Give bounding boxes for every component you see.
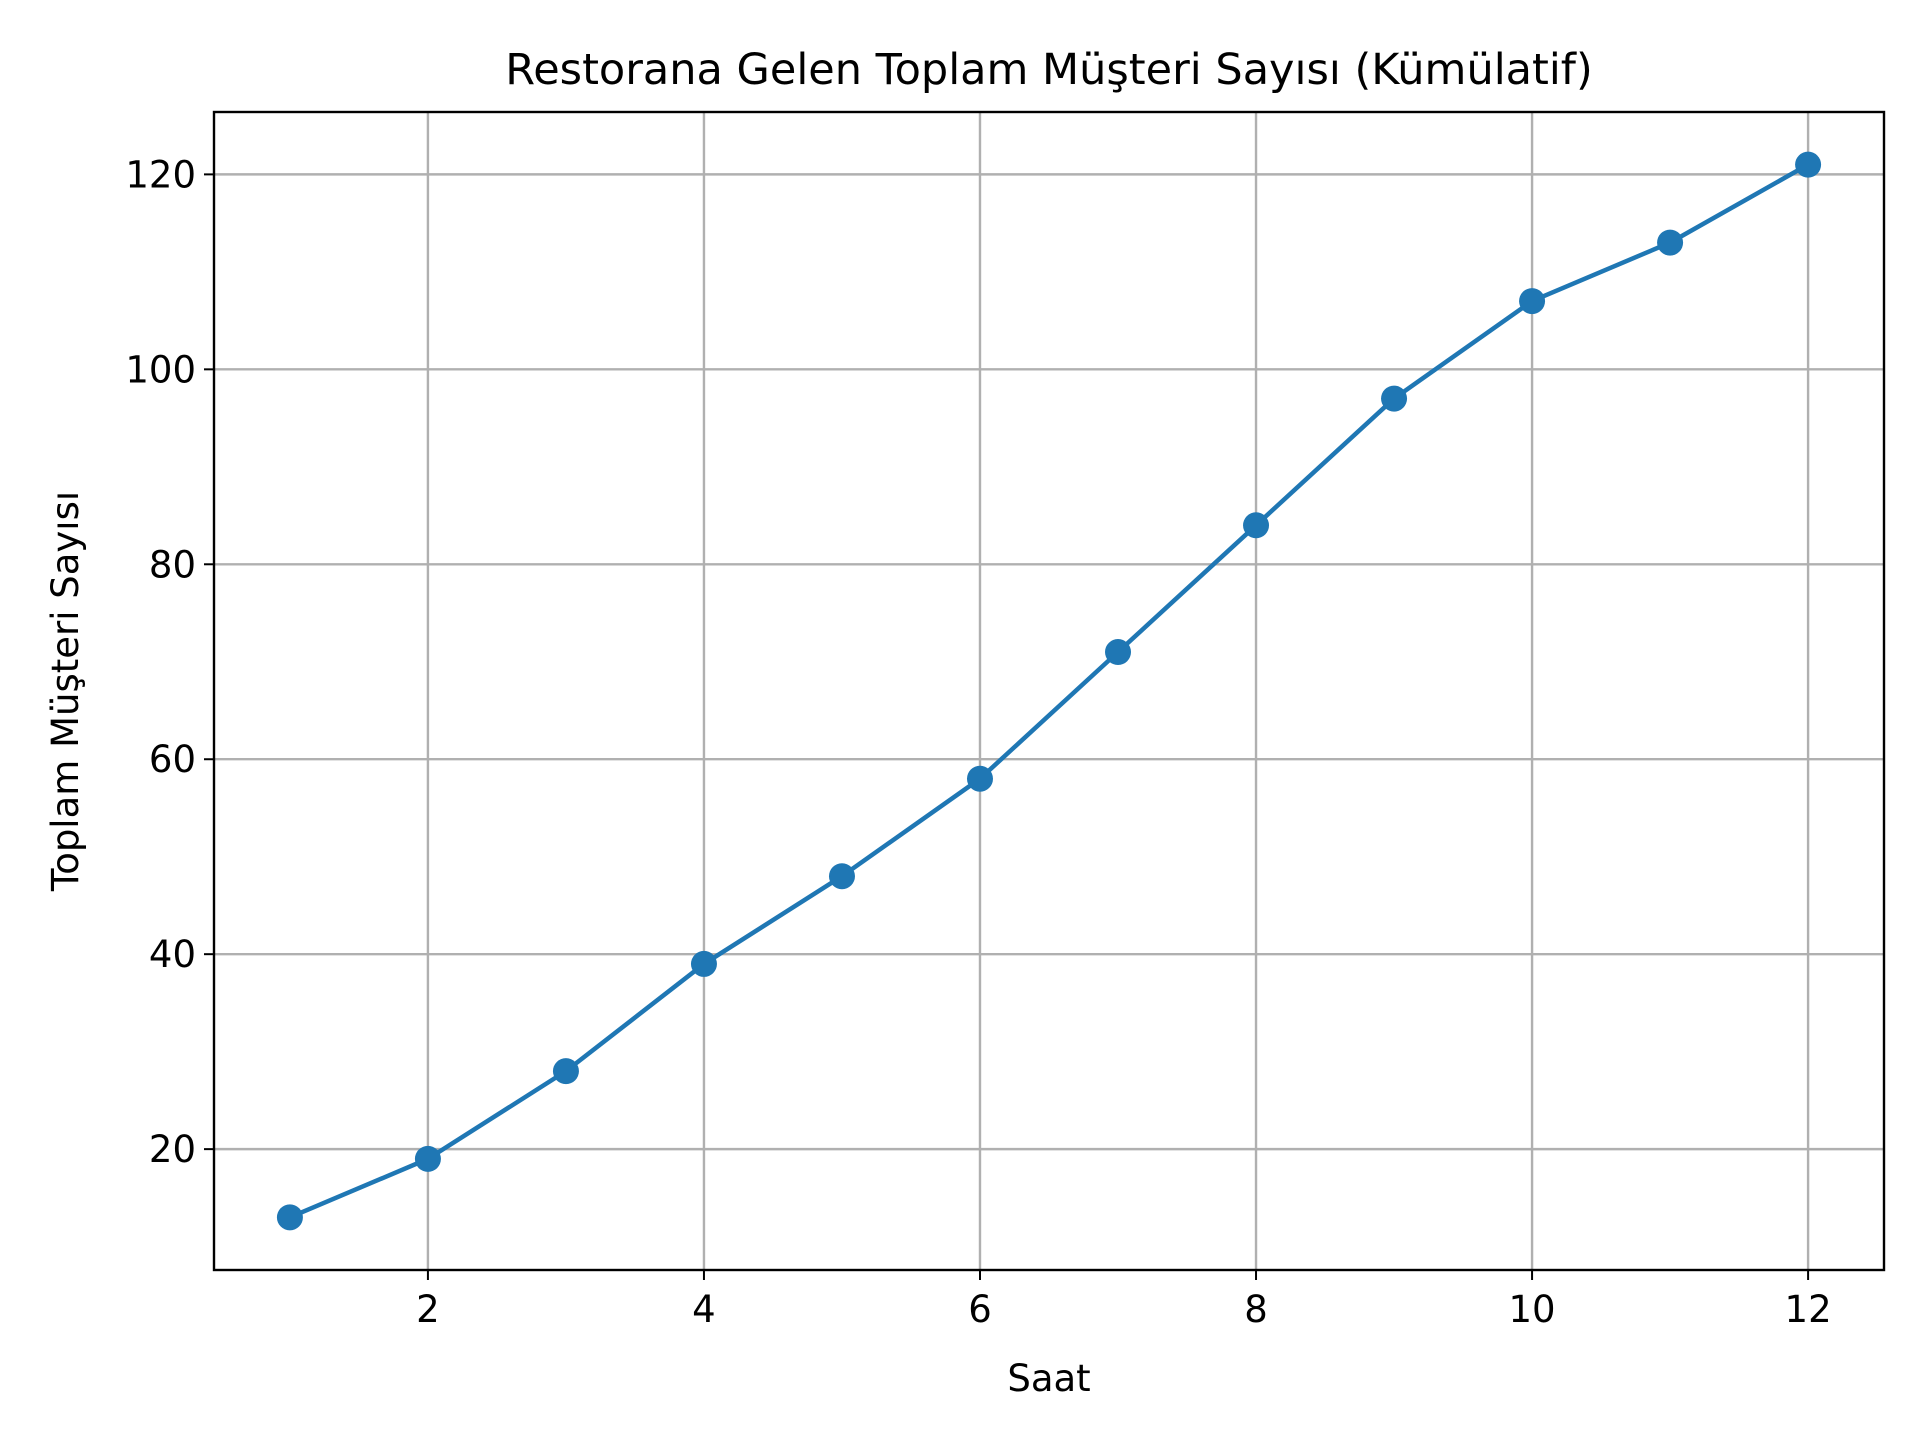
data-point bbox=[690, 950, 717, 977]
y-axis-label: Toplam Müşteri Sayısı bbox=[44, 491, 87, 892]
data-point bbox=[276, 1204, 303, 1231]
x-axis-label: Saat bbox=[1007, 1357, 1090, 1400]
data-series bbox=[276, 151, 1822, 1231]
data-point bbox=[414, 1145, 441, 1172]
data-point bbox=[966, 765, 993, 792]
data-point bbox=[552, 1058, 579, 1085]
data-point bbox=[1381, 385, 1408, 412]
data-point bbox=[828, 863, 855, 890]
y-tick-label: 120 bbox=[125, 153, 196, 196]
x-tick-label: 12 bbox=[1785, 1288, 1832, 1331]
x-tick-label: 6 bbox=[968, 1288, 992, 1331]
data-point bbox=[1519, 288, 1546, 315]
y-tick-label: 40 bbox=[149, 933, 196, 976]
y-tick-label: 60 bbox=[149, 738, 196, 781]
data-point bbox=[1105, 639, 1132, 666]
grid bbox=[214, 112, 1884, 1270]
data-point bbox=[1657, 229, 1684, 256]
chart-title: Restorana Gelen Toplam Müşteri Sayısı (K… bbox=[505, 45, 1592, 95]
x-tick-label: 4 bbox=[692, 1288, 716, 1331]
y-tick-label: 80 bbox=[149, 543, 196, 586]
plot-frame bbox=[212, 110, 1886, 1272]
y-tick-label: 20 bbox=[149, 1128, 196, 1171]
x-tick-label: 10 bbox=[1509, 1288, 1556, 1331]
data-point bbox=[1243, 512, 1270, 539]
axis-ticks: 2 4 6 8 10 12 20 40 60 80 100 120 bbox=[125, 153, 1831, 1331]
data-point bbox=[1795, 151, 1822, 178]
series-line bbox=[287, 162, 1811, 1220]
x-tick-label: 8 bbox=[1244, 1288, 1268, 1331]
y-tick-label: 100 bbox=[125, 348, 196, 391]
x-tick-label: 2 bbox=[416, 1288, 440, 1331]
